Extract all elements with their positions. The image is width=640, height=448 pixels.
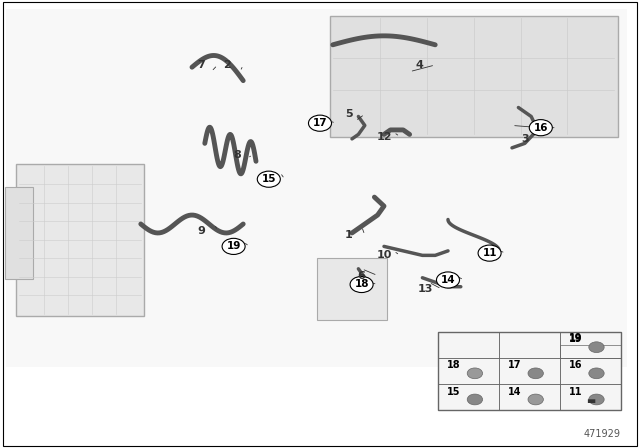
Text: 7: 7: [198, 60, 205, 70]
Text: 17: 17: [313, 118, 327, 128]
Text: 5: 5: [345, 109, 353, 119]
Bar: [499, 332, 560, 358]
Text: 9: 9: [198, 226, 205, 236]
Text: 14: 14: [441, 275, 455, 285]
Bar: [499, 384, 560, 410]
Bar: [499, 358, 560, 384]
Text: 2: 2: [223, 60, 231, 70]
Circle shape: [589, 368, 604, 379]
Text: 18: 18: [447, 361, 460, 370]
Circle shape: [257, 171, 280, 187]
Bar: [560, 332, 621, 358]
Text: 6: 6: [358, 271, 365, 280]
Circle shape: [529, 120, 552, 136]
Circle shape: [467, 368, 483, 379]
Text: ▬: ▬: [586, 396, 595, 406]
Bar: [438, 358, 499, 384]
Text: 13: 13: [418, 284, 433, 294]
Circle shape: [350, 276, 373, 293]
Text: 18: 18: [355, 280, 369, 289]
Text: 10: 10: [376, 250, 392, 260]
Circle shape: [589, 394, 604, 405]
Text: 471929: 471929: [584, 429, 621, 439]
Text: 8: 8: [233, 150, 241, 159]
Circle shape: [528, 394, 543, 405]
Circle shape: [308, 115, 332, 131]
Bar: [438, 384, 499, 410]
Text: 12: 12: [376, 132, 392, 142]
Text: 4: 4: [415, 60, 423, 70]
Bar: [560, 358, 621, 384]
FancyBboxPatch shape: [330, 16, 618, 137]
Bar: [438, 332, 621, 410]
Text: 19: 19: [568, 334, 582, 345]
Text: 15: 15: [262, 174, 276, 184]
Text: 3: 3: [521, 134, 529, 144]
Circle shape: [528, 368, 543, 379]
FancyBboxPatch shape: [317, 258, 387, 320]
Text: 1: 1: [345, 230, 353, 240]
Circle shape: [478, 245, 501, 261]
Text: 19: 19: [568, 333, 582, 343]
Text: 19: 19: [227, 241, 241, 251]
Text: 11: 11: [568, 387, 582, 396]
Text: 14: 14: [508, 387, 521, 396]
Text: 15: 15: [447, 387, 460, 396]
Bar: [560, 345, 621, 358]
Circle shape: [436, 272, 460, 288]
Bar: [560, 384, 621, 410]
FancyBboxPatch shape: [5, 187, 33, 279]
FancyBboxPatch shape: [16, 164, 144, 316]
Text: 16: 16: [568, 361, 582, 370]
Text: 11: 11: [483, 248, 497, 258]
Text: 16: 16: [534, 123, 548, 133]
Circle shape: [222, 238, 245, 254]
Text: 17: 17: [508, 361, 521, 370]
FancyBboxPatch shape: [6, 9, 627, 367]
Circle shape: [467, 394, 483, 405]
Circle shape: [589, 342, 604, 353]
Bar: [438, 332, 499, 358]
